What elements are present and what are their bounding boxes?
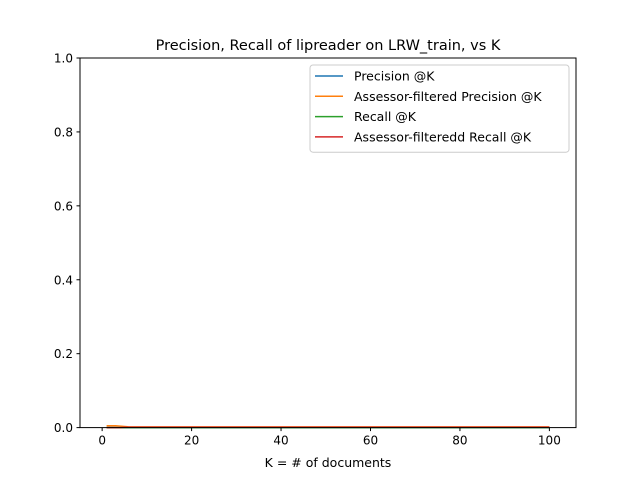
plot-frame (79, 57, 577, 429)
x-tick-label: 40 (273, 434, 288, 448)
y-tick-label: 0.0 (54, 421, 73, 435)
y-tick-label: 0.6 (54, 199, 73, 213)
x-tick-label: 20 (184, 434, 199, 448)
legend-entry-label: Assessor-filtered Precision @K (354, 89, 542, 104)
y-tick-label: 0.4 (54, 273, 73, 287)
chart-title: Precision, Recall of lipreader on LRW_tr… (156, 38, 501, 54)
x-axis: 0 20 40 60 80 100 (98, 427, 561, 448)
x-axis-label: K = # of documents (265, 455, 392, 470)
y-tick-label: 1.0 (54, 52, 73, 66)
x-tick-label: 0 (98, 434, 106, 448)
x-tick-label: 80 (452, 434, 467, 448)
legend-box (309, 64, 570, 153)
x-tick-label: 100 (538, 434, 561, 448)
legend-entry-label: Precision @K (354, 69, 435, 84)
legend: Precision @K Assessor-filtered Precision … (309, 64, 570, 153)
y-axis: 0.0 0.2 0.4 0.6 0.8 1.0 (54, 52, 80, 435)
y-tick-label: 0.8 (54, 125, 73, 139)
legend-entry-label: Recall @K (354, 109, 417, 124)
y-tick-label: 0.2 (54, 347, 73, 361)
x-tick-label: 60 (363, 434, 378, 448)
legend-entry-label: Assessor-filteredd Recall @K (354, 129, 532, 144)
